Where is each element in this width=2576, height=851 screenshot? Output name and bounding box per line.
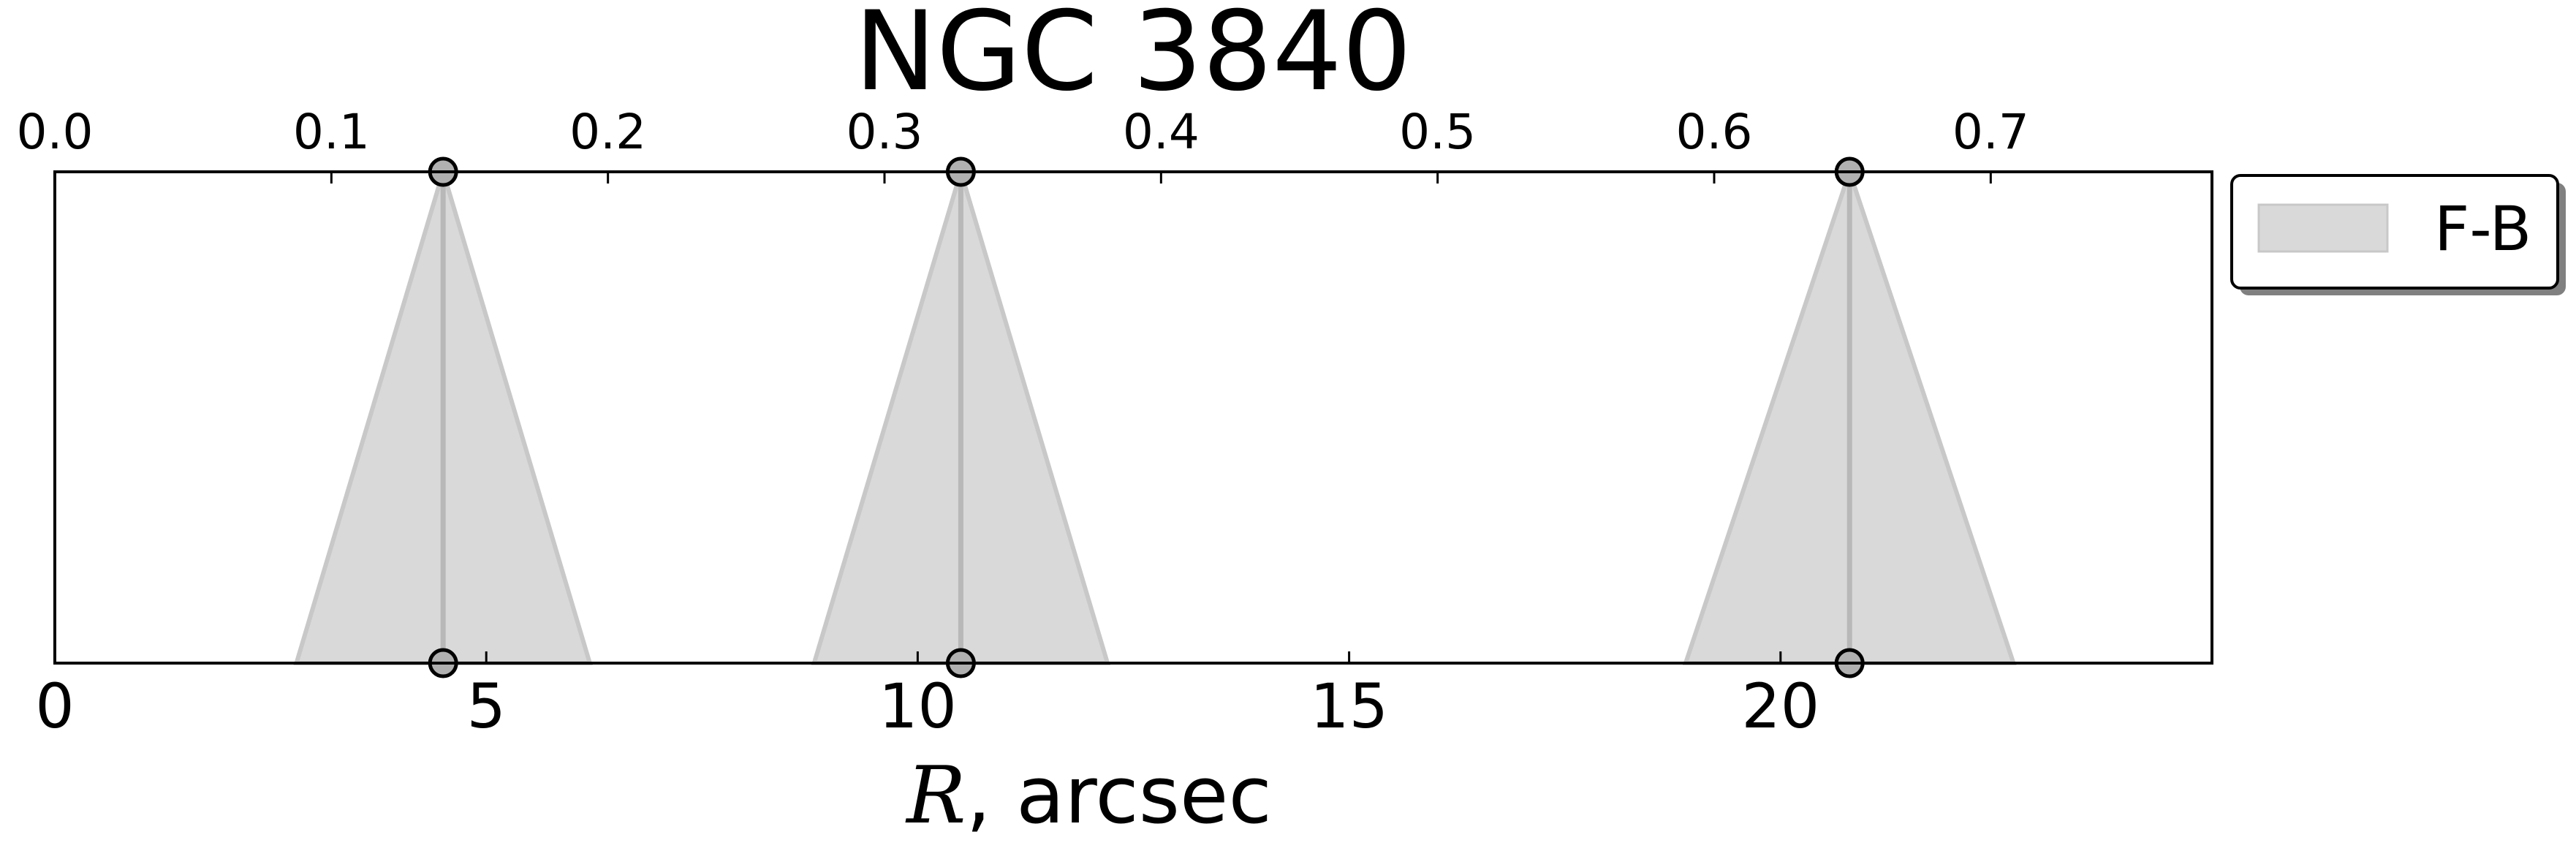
x-axis-label-unit: , arcsec (966, 750, 1271, 841)
x-tick-label: 15 (1310, 670, 1388, 742)
x-tick-label: 20 (1741, 670, 1819, 742)
x-top-tick-label: 0.2 (569, 104, 646, 160)
axis-ticks: 0 5 10 15 20 0.0 0.1 0.2 0.3 0.4 0.5 0.6 0.7 (17, 104, 2029, 742)
x-top-tick-label: 0.4 (1123, 104, 1200, 160)
chart-title: NGC 3840 (855, 0, 1412, 116)
legend-label-f-b: F-B (2434, 193, 2531, 265)
x-top-tick-label: 0.7 (1952, 104, 2029, 160)
x-axis-label-variable: R (905, 750, 966, 841)
x-tick-label: 10 (879, 670, 957, 742)
x-top-tick-label: 0.1 (293, 104, 370, 160)
legend-swatch (2257, 203, 2389, 253)
x-top-tick-label: 0.0 (17, 104, 94, 160)
x-top-tick-label: 0.3 (846, 104, 923, 160)
plot-shapes (293, 156, 2017, 678)
x-tick-label: 5 (466, 670, 505, 742)
x-axis-label: R, arcsec (905, 750, 1272, 841)
x-top-tick-label: 0.6 (1676, 104, 1753, 160)
x-top-tick-label: 0.5 (1399, 104, 1476, 160)
plot-frame (53, 170, 2213, 665)
legend: F-B (2230, 174, 2566, 295)
x-tick-label: 0 (35, 670, 74, 742)
